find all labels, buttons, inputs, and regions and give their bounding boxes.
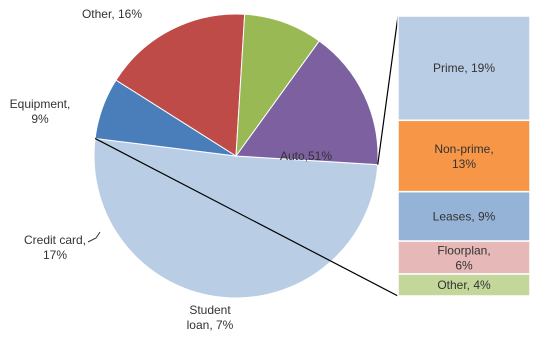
stacked-bar xyxy=(397,15,531,297)
bar-label-prime-19: Prime, 19% xyxy=(433,61,495,75)
pie xyxy=(93,13,379,299)
bar-segment-leases-9 xyxy=(397,190,531,242)
pie-label-other-16: Other, 16% xyxy=(82,7,142,21)
pie-slice-auto-51 xyxy=(93,137,379,299)
pie-label-credit-card-17: Credit card, 17% xyxy=(24,233,86,262)
connector-bottom xyxy=(94,137,399,297)
connector-lines xyxy=(94,15,399,297)
bar-label-non-prime-13: Non-prime, 13% xyxy=(434,142,493,171)
leader-lines xyxy=(87,231,101,243)
bar-segment-prime-19 xyxy=(397,15,531,122)
pie-slice-equipment-9 xyxy=(235,13,320,158)
pie-slice-other-16 xyxy=(235,40,379,166)
pie-labels: Auto,51% Student loan, 7% Credit card, 17% Eq… xyxy=(10,7,333,332)
pie-label-auto-51: Auto,51% xyxy=(280,149,332,163)
connector-top xyxy=(377,15,399,165)
bar-label-leases-9: Leases, 9% xyxy=(433,209,496,223)
pie-label-student-loan-7: Student loan, 7% xyxy=(187,303,234,332)
bar-label-other-4: Other, 4% xyxy=(437,278,491,292)
bar-segment-floorplan-6 xyxy=(397,240,531,275)
bar-segment-non-prime-13 xyxy=(397,119,531,193)
pie-label-equipment-9: Equipment, 9% xyxy=(10,97,71,126)
bar-segment-other-4 xyxy=(397,273,531,297)
credit-card-leader-line xyxy=(87,231,101,243)
bar-label-floorplan-6: Floorplan, 6% xyxy=(437,244,490,273)
bar-labels: Prime, 19% Non-prime, 13% Leases, 9% Floorpl… xyxy=(433,61,496,292)
pie-slice-credit-card-17 xyxy=(115,13,246,157)
